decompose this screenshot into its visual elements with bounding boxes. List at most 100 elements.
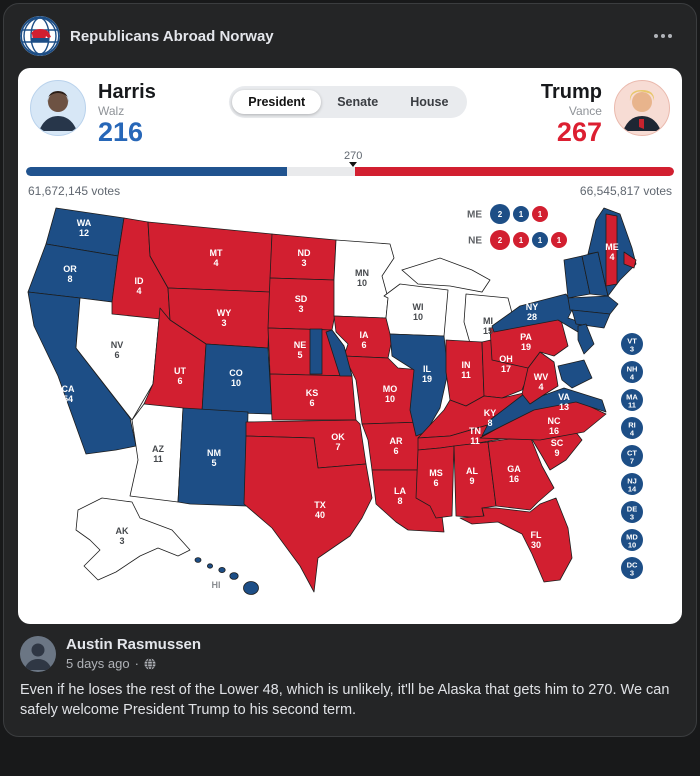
commenter-name[interactable]: Austin Rasmussen bbox=[66, 636, 202, 654]
state-label-nv: NV 6 bbox=[111, 340, 124, 360]
comment-timestamp: 5 days ago bbox=[66, 656, 130, 672]
state-fl bbox=[459, 497, 573, 583]
state-label-ga: GA 16 bbox=[507, 464, 521, 484]
svg-text:1: 1 bbox=[519, 210, 524, 219]
state-label-az: AZ 11 bbox=[152, 444, 164, 464]
comment-header: Austin Rasmussen 5 days ago · bbox=[4, 624, 696, 678]
svg-text:2: 2 bbox=[498, 236, 503, 245]
state-label-ks: KS 6 bbox=[306, 388, 319, 408]
tab-senate[interactable]: Senate bbox=[337, 95, 379, 109]
svg-text:VT3: VT 3 bbox=[627, 336, 637, 353]
district-circle-me-2 bbox=[513, 205, 529, 222]
harris-bar-segment bbox=[26, 166, 288, 176]
electoral-votes-left: 216 bbox=[98, 117, 144, 147]
privacy-globe-icon bbox=[144, 657, 156, 670]
threshold-270-label: 270 bbox=[344, 149, 363, 162]
state-label-ok: OK 7 bbox=[331, 432, 345, 452]
state-ms bbox=[415, 445, 455, 519]
state-circle-md bbox=[621, 528, 643, 551]
district-circle-ne-4 bbox=[551, 231, 567, 248]
state-label-me: ME 4 bbox=[605, 242, 619, 262]
state-label-or: OR 8 bbox=[63, 264, 77, 284]
meta-separator: · bbox=[134, 656, 139, 672]
state-label-co: CO 10 bbox=[229, 368, 243, 388]
facebook-post: Republicans Abroad Norway Harris Walz 21… bbox=[3, 3, 697, 738]
state-ak bbox=[75, 497, 191, 581]
popular-votes-right: 66,545,817 votes bbox=[579, 183, 672, 198]
tab-house[interactable]: House bbox=[410, 95, 449, 109]
post-header: Republicans Abroad Norway bbox=[4, 4, 696, 68]
state-circle-vt bbox=[621, 332, 643, 355]
state-label-ny: NY 28 bbox=[526, 302, 539, 322]
state-label-wi: WI 10 bbox=[413, 302, 424, 322]
threshold-caret-icon bbox=[349, 161, 358, 167]
state-label-wa: WA 12 bbox=[77, 218, 92, 238]
state-tx bbox=[243, 435, 373, 593]
harris-photo bbox=[30, 80, 86, 136]
trump-bar-segment bbox=[355, 166, 674, 176]
state-label-in: IN 11 bbox=[461, 360, 471, 380]
district-row-label-me: ME bbox=[467, 209, 482, 220]
page-avatar-gop-globe-logo[interactable] bbox=[20, 16, 60, 56]
state-label-ut: UT 6 bbox=[174, 366, 186, 386]
candidate-right: Trump Vance 267 bbox=[541, 80, 670, 148]
candidate-name-left: Harris bbox=[98, 81, 156, 103]
state-label-ar: AR 6 bbox=[390, 436, 403, 456]
more-options-icon[interactable] bbox=[646, 26, 680, 46]
state-circle-nj bbox=[621, 472, 643, 495]
state-circle-ma bbox=[621, 388, 643, 411]
state-label-il: IL 19 bbox=[422, 364, 432, 384]
state-label-va: VA 13 bbox=[558, 392, 570, 412]
svg-text:1: 1 bbox=[519, 236, 524, 245]
electoral-bar-section: 270 bbox=[26, 150, 674, 176]
state-label-nc: NC 16 bbox=[548, 416, 561, 436]
comment-meta: 5 days ago · bbox=[66, 656, 201, 671]
state-label-mn: MN 10 bbox=[355, 268, 369, 288]
state-sd bbox=[267, 277, 341, 331]
state-label-nd: ND 3 bbox=[298, 248, 311, 268]
state-label-pa: PA 19 bbox=[520, 332, 532, 352]
state-label-ia: IA 6 bbox=[360, 330, 370, 350]
popular-votes-left: 61,672,145 votes bbox=[28, 183, 121, 198]
state-label-wv: WV 4 bbox=[534, 372, 549, 392]
electoral-progress-bar bbox=[26, 166, 674, 176]
race-tabs: President Senate House bbox=[229, 86, 468, 118]
state-nm bbox=[177, 407, 249, 507]
svg-text:1: 1 bbox=[557, 236, 562, 245]
candidate-name-right: Trump bbox=[540, 81, 602, 103]
svg-text:DC3: DC 3 bbox=[627, 560, 638, 577]
state-label-oh: OH 17 bbox=[499, 354, 513, 374]
district-row-label-ne: NE bbox=[468, 235, 482, 246]
state-label-wy: WY 3 bbox=[217, 308, 232, 328]
state-circle-ct bbox=[621, 444, 643, 467]
state-label-tn: TN 11 bbox=[469, 426, 481, 446]
state-label-ca: CA 54 bbox=[62, 384, 75, 404]
state-label-mo: MO 10 bbox=[383, 384, 398, 404]
state-label-ms: MS 6 bbox=[429, 468, 443, 488]
commenter-avatar[interactable] bbox=[20, 635, 56, 672]
state-label-ky: KY 8 bbox=[484, 408, 497, 428]
page-name[interactable]: Republicans Abroad Norway bbox=[70, 27, 274, 45]
state-label-al: AL 9 bbox=[466, 466, 478, 486]
state-label-id: ID 4 bbox=[135, 276, 145, 296]
district-circle-me-1 bbox=[490, 203, 510, 224]
state-label-mi: MI 15 bbox=[483, 316, 493, 336]
state-circle-nh bbox=[621, 360, 643, 383]
trump-photo bbox=[613, 80, 670, 136]
district-circle-ne-2 bbox=[513, 231, 529, 248]
comment-text: Even if he loses the rest of the Lower 4… bbox=[20, 681, 670, 718]
tab-president[interactable]: President bbox=[232, 90, 322, 114]
state-hi bbox=[194, 556, 259, 595]
election-results-card: Harris Walz 216 President Senate House T… bbox=[18, 68, 682, 624]
state-label-la: LA 8 bbox=[394, 486, 406, 506]
state-label-ak: AK 3 bbox=[116, 526, 129, 546]
district-circle-ne-3 bbox=[532, 231, 548, 248]
district-circle-ne-1 bbox=[490, 229, 510, 250]
state-label-nm: NM 5 bbox=[207, 448, 221, 468]
state-ga bbox=[487, 435, 555, 511]
state-circle-ri bbox=[621, 416, 643, 439]
state-label-tx: TX 40 bbox=[314, 500, 326, 520]
